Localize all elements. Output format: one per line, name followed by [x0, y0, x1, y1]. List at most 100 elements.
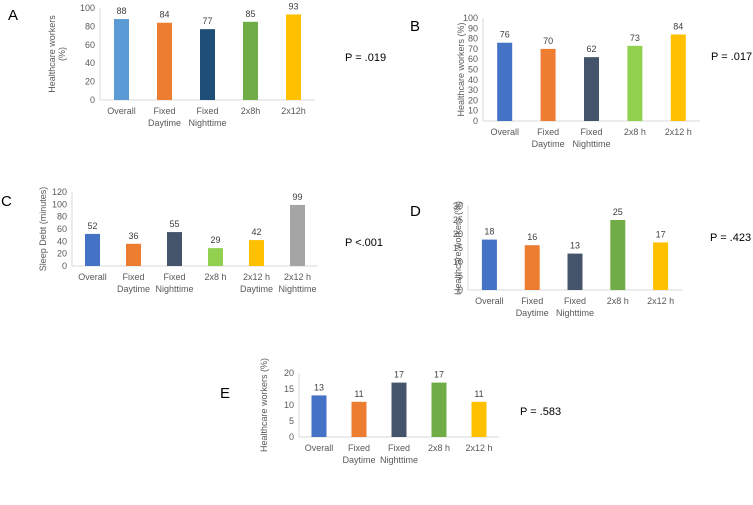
bar — [653, 242, 669, 290]
y-tick-label: 20 — [468, 95, 478, 105]
bar — [627, 45, 643, 122]
bar — [208, 248, 223, 266]
bar — [540, 48, 556, 121]
y-tick-label: 5 — [289, 416, 294, 426]
data-label: 11 — [474, 389, 483, 399]
bar — [126, 243, 141, 266]
data-label: 62 — [586, 44, 596, 54]
y-tick-label: 15 — [284, 384, 294, 394]
bar — [670, 34, 686, 122]
bar — [243, 21, 258, 100]
y-tick-label: 0 — [458, 285, 463, 295]
data-label: 17 — [434, 370, 444, 380]
bar — [610, 220, 626, 290]
p-value-annotation: P = .583 — [520, 406, 561, 418]
bar — [157, 22, 172, 100]
panel-label: A — [8, 7, 18, 24]
bar — [497, 42, 513, 121]
y-axis-label: Healthcare workers (%) — [259, 358, 269, 452]
data-label: 25 — [613, 207, 623, 217]
x-tick-label: 2x12 h — [665, 127, 692, 137]
data-label: 11 — [354, 389, 363, 399]
p-value-annotation: P <.001 — [345, 237, 383, 249]
p-value-annotation: P = .019 — [345, 52, 386, 64]
x-tick-label: Overall — [490, 127, 519, 137]
bar — [200, 29, 215, 100]
panel-label: D — [410, 203, 421, 220]
data-label: 55 — [169, 219, 179, 229]
y-tick-label: 60 — [85, 40, 95, 50]
bar — [431, 382, 447, 437]
panel-label: B — [410, 18, 420, 35]
x-tick-label: Overall — [107, 106, 136, 116]
y-tick-label: 30 — [453, 201, 463, 211]
bar — [524, 245, 540, 290]
y-tick-label: 80 — [57, 212, 67, 222]
data-label: 17 — [656, 229, 666, 239]
x-tick-label: 2x8 h — [204, 272, 226, 282]
y-tick-label: 10 — [468, 106, 478, 116]
y-tick-label: 80 — [85, 21, 95, 31]
y-tick-label: 40 — [85, 58, 95, 68]
x-tick-label: 2x12h — [281, 106, 306, 116]
y-tick-label: 100 — [80, 3, 95, 13]
y-tick-label: 120 — [52, 187, 67, 197]
data-label: 42 — [251, 227, 261, 237]
y-tick-label: 25 — [453, 215, 463, 225]
y-tick-label: 0 — [289, 432, 294, 442]
bar — [391, 382, 407, 437]
bar — [584, 57, 599, 121]
y-tick-label: 40 — [468, 75, 478, 85]
bar — [481, 239, 497, 290]
y-tick-label: 60 — [57, 224, 67, 234]
y-tick-label: 15 — [453, 243, 463, 253]
x-tick-label: Fixed Nighttime — [572, 127, 610, 149]
x-tick-label: 2x8 h — [428, 443, 450, 453]
y-tick-label: 20 — [453, 229, 463, 239]
data-label: 93 — [288, 1, 298, 11]
y-axis-label: Healthcare workers (%) — [453, 201, 463, 295]
x-tick-label: Fixed Daytime — [148, 106, 181, 128]
data-label: 16 — [527, 232, 537, 242]
panel-label: C — [1, 193, 12, 210]
x-tick-label: Overall — [78, 272, 107, 282]
bar — [567, 253, 583, 290]
bar — [351, 401, 367, 437]
panel-label: E — [220, 385, 230, 402]
y-tick-label: 10 — [453, 257, 463, 267]
bar — [290, 204, 305, 266]
y-axis-label: Healthcare workers(%) — [47, 15, 67, 93]
chart-panel-a: A 0 20 40 60 80 100 Healthcare workers(%) 88 Over… — [8, 1, 386, 128]
data-label: 76 — [500, 30, 510, 40]
data-label: 36 — [128, 231, 138, 241]
x-tick-label: Fixed Daytime — [516, 296, 549, 318]
x-tick-label: Fixed Daytime — [342, 443, 375, 465]
bar — [311, 395, 327, 437]
x-tick-label: Overall — [305, 443, 334, 453]
data-label: 70 — [543, 36, 553, 46]
y-tick-label: 20 — [57, 249, 67, 259]
y-tick-label: 60 — [468, 54, 478, 64]
data-label: 18 — [484, 227, 494, 237]
chart-panel-e: E 0 5 10 15 20 Healthcare workers (%) 13 Overall… — [220, 358, 561, 465]
x-tick-label: 2x12 h Daytime — [240, 272, 273, 294]
data-label: 73 — [630, 33, 640, 43]
y-tick-label: 30 — [468, 85, 478, 95]
x-tick-label: Fixed Nighttime — [188, 106, 226, 128]
y-tick-label: 0 — [473, 116, 478, 126]
y-tick-label: 20 — [284, 368, 294, 378]
bar — [471, 401, 487, 437]
x-tick-label: Fixed Nighttime — [556, 296, 594, 318]
bar — [286, 14, 301, 100]
x-tick-label: 2x8h — [241, 106, 261, 116]
x-tick-label: Fixed Nighttime — [380, 443, 418, 465]
x-tick-label: Fixed Nighttime — [155, 272, 193, 294]
data-label: 13 — [570, 241, 580, 251]
y-tick-label: 0 — [62, 261, 67, 271]
y-tick-label: 5 — [458, 271, 463, 281]
x-tick-label: Fixed Daytime — [117, 272, 150, 294]
y-tick-label: 10 — [284, 400, 294, 410]
